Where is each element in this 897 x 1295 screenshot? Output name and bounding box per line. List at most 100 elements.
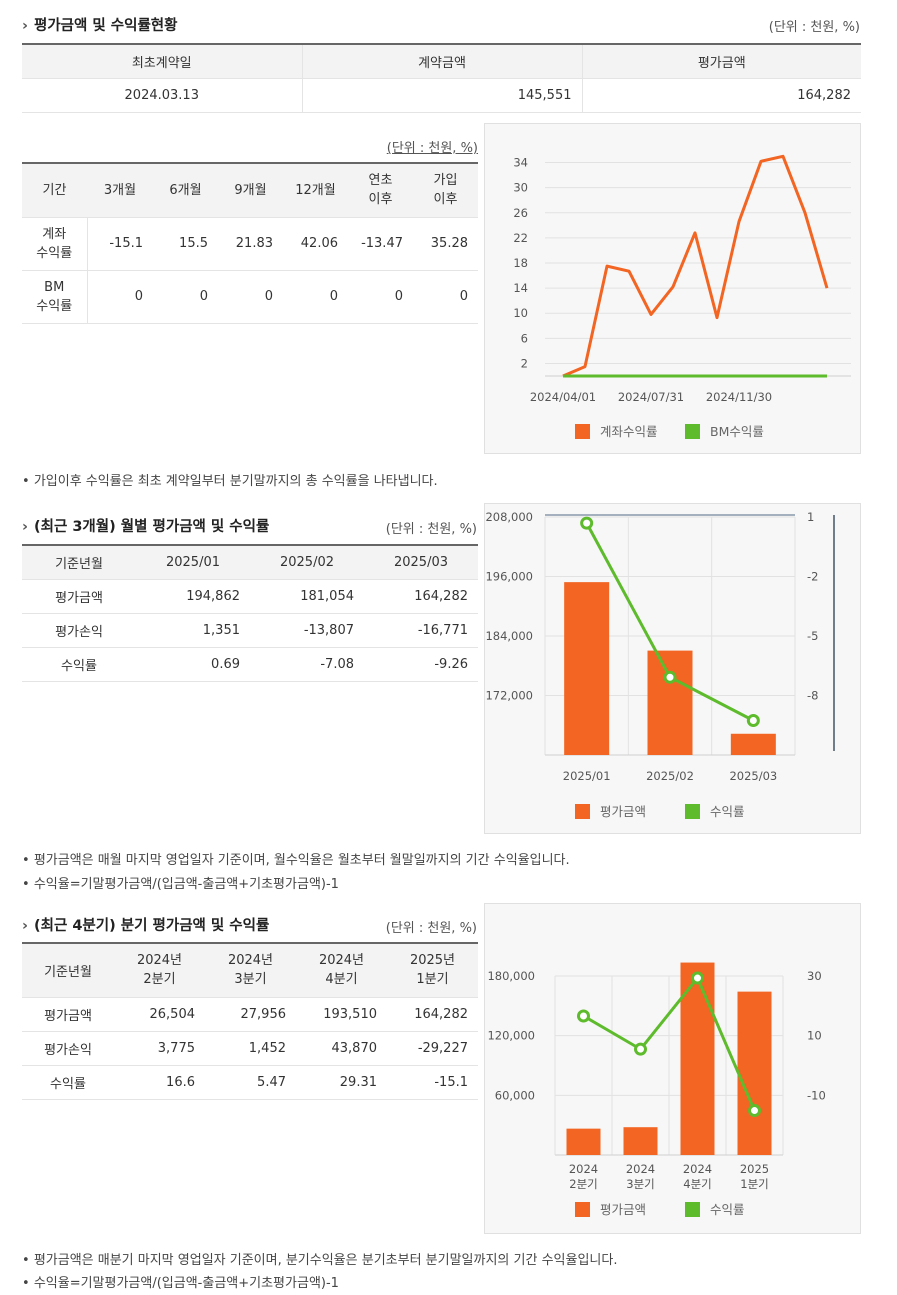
bullet-icon: • (22, 1276, 34, 1291)
table-header-row: 최초계약일 계약금액 평가금액 (22, 44, 861, 79)
y-left-tick-label: 172,000 (485, 689, 533, 703)
table-cell: 42.06 (283, 217, 348, 271)
x-tick-label: 4분기 (683, 1177, 711, 1191)
bar (564, 582, 610, 755)
table-cell: 164,282 (387, 997, 478, 1032)
x-tick-label: 2024/04/01 (530, 390, 596, 404)
note: • 평가금액은 매분기 마지막 영업일자 기준이며, 분기수익율은 분기초부터 … (22, 1249, 617, 1268)
table-cell: 5.47 (205, 1065, 296, 1100)
x-tick-label: 2024 (683, 1162, 712, 1176)
header-first-contract-date: 최초계약일 (22, 44, 302, 79)
table-row: 계좌 수익률 -15.1 15.5 21.83 42.06 -13.47 35.… (22, 217, 478, 271)
x-tick-label: 2025/02 (646, 769, 694, 783)
x-tick-label: 3분기 (626, 1177, 654, 1191)
table-cell: 0 (413, 270, 478, 324)
return-point (746, 713, 760, 727)
y-right-tick-label: 10 (807, 1029, 822, 1043)
unit-label: (단위 : 천원, %) (385, 522, 477, 537)
contract-amount: 145,551 (301, 78, 582, 113)
x-tick-label: 2024/07/31 (618, 390, 684, 404)
monthly-combo-chart: 172,000 184,000 196,000 208,000 -8 -5 -2 1 2025/… (484, 503, 861, 834)
section-title-quarterly: › (최근 4분기) 분기 평가금액 및 수익률 (22, 914, 269, 935)
y-left-tick-label: 120,000 (487, 1029, 535, 1043)
table-header-row: 기간 3개월 6개월 9개월 12개월 연초 이후 가입 이후 (22, 163, 478, 218)
table-cell: 43,870 (296, 1031, 387, 1066)
return-point (577, 1009, 590, 1023)
y-tick-label: 14 (513, 281, 528, 295)
header-valuation-amount: 평가금액 (581, 44, 861, 79)
table-row: 2024.03.13 145,551 164,282 (22, 78, 861, 113)
legend-label: 계좌수익률 (600, 424, 658, 439)
table-row: 평가금액 194,862 181,054 164,282 (22, 579, 478, 614)
legend-label: 수익률 (710, 1202, 745, 1217)
returns-table: 기간 3개월 6개월 9개월 12개월 연초 이후 가입 이후 계좌 수익률 -… (22, 162, 478, 324)
table-cell: 21.83 (218, 217, 283, 271)
row-label: 평가금액 (22, 997, 114, 1032)
table-cell: -13.47 (348, 217, 413, 271)
table-cell: 0 (153, 270, 218, 324)
y-tick-label: 10 (513, 306, 528, 320)
legend-swatch (685, 424, 700, 439)
return-line (582, 975, 756, 1112)
row-label: 평가금액 (22, 579, 136, 614)
bar (737, 991, 772, 1155)
table-cell: 194,862 (136, 579, 250, 614)
table-row: 수익률 0.69 -7.08 -9.26 (22, 647, 478, 682)
bar (623, 1127, 658, 1155)
table-cell: 29.31 (296, 1065, 387, 1100)
row-label: 수익률 (22, 647, 136, 682)
chevron-right-icon: › (22, 519, 28, 535)
quarterly-combo-chart: 60,000 120,000 180,000 -10 10 30 2024 2분기 2024 3분… (484, 903, 861, 1234)
y-right-tick-label: 30 (807, 969, 822, 983)
y-tick-label: 6 (521, 331, 528, 345)
legend-swatch (685, 1202, 700, 1217)
unit-label: (단위 : 천원, %) (385, 921, 477, 936)
header-col: 2025/01 (136, 545, 250, 580)
chevron-right-icon: › (22, 918, 28, 934)
y-right-tick-label: -5 (807, 629, 818, 643)
x-tick-label: 2024/11/30 (706, 390, 772, 404)
row-label-account-return: 계좌 수익률 (22, 217, 88, 271)
x-tick-label: 2분기 (569, 1177, 597, 1191)
table-cell: -29,227 (387, 1031, 478, 1066)
table-cell: 193,510 (296, 997, 387, 1032)
legend-label: 수익률 (710, 804, 745, 819)
bullet-icon: • (22, 1253, 34, 1268)
section-title-text: (최근 3개월) 월별 평가금액 및 수익률 (33, 519, 270, 535)
section-title-monthly: › (최근 3개월) 월별 평가금액 및 수익률 (22, 515, 269, 536)
bar (566, 1128, 601, 1155)
table-row: 평가금액 26,504 27,956 193,510 164,282 (22, 997, 478, 1032)
x-tick-label: 2024 (569, 1162, 598, 1176)
header-ytd: 연초 이후 (348, 163, 413, 218)
account-return-line (562, 154, 829, 378)
y-tick-label: 2 (521, 356, 528, 370)
bar (680, 962, 715, 1155)
y-tick-label: 26 (513, 206, 528, 220)
table-cell: 181,054 (250, 579, 364, 614)
chevron-right-icon: › (22, 18, 28, 34)
y-left-tick-label: 60,000 (495, 1088, 535, 1102)
returns-line-chart: 2 6 10 14 18 22 26 30 34 2024/04/01 2024/07/31 2024… (484, 123, 861, 454)
table-cell: 16.6 (114, 1065, 205, 1100)
x-tick-label: 2025/01 (563, 769, 611, 783)
return-point (748, 1104, 761, 1118)
header-col: 2025/03 (364, 545, 478, 580)
header-contract-amount: 계약금액 (301, 44, 582, 79)
note-text: 수익율=기말평가금액/(입금액-출금액+기초평가금액)-1 (33, 877, 339, 892)
bar (647, 650, 693, 755)
legend-swatch (685, 804, 700, 819)
quarterly-combo-chart-svg: 60,000120,000180,000-10103020242분기20243분… (487, 962, 826, 1217)
table-cell: -16,771 (364, 613, 478, 648)
x-tick-label: 2025/03 (729, 769, 777, 783)
table-cell: 1,452 (205, 1031, 296, 1066)
table-cell: 35.28 (413, 217, 478, 271)
table-cell: 0 (283, 270, 348, 324)
table-cell: 0 (87, 270, 153, 324)
legend-swatch (575, 1202, 590, 1217)
section-title-text: (최근 4분기) 분기 평가금액 및 수익률 (33, 918, 270, 934)
y-tick-label: 22 (513, 231, 528, 245)
header-9m: 9개월 (218, 163, 283, 218)
y-left-tick-label: 208,000 (485, 510, 533, 524)
table-header-row: 기준년월 2024년 2분기 2024년 3분기 2024년 4분기 2025년… (22, 943, 478, 998)
table-row: 수익률 16.6 5.47 29.31 -15.1 (22, 1065, 478, 1100)
